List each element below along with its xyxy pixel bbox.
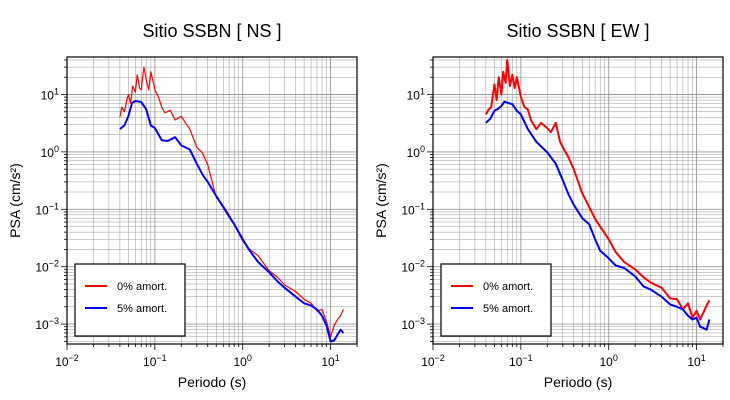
- y-tick-label: 100: [41, 144, 59, 160]
- x-tick-label-exponent: −2: [435, 353, 445, 363]
- x-tick-label-exponent: −2: [69, 353, 79, 363]
- x-tick-label-base: 10: [600, 355, 614, 369]
- series-line-damped: [485, 100, 711, 331]
- x-tick-label-exponent: 0: [613, 353, 618, 363]
- y-tick-label-exponent: 1: [420, 86, 425, 96]
- x-tick-label: 101: [687, 353, 705, 369]
- y-tick-label-base: 10: [35, 261, 49, 275]
- x-tick-label-base: 10: [421, 355, 435, 369]
- y-tick-label: 101: [407, 86, 425, 102]
- y-tick-label-exponent: 1: [54, 86, 59, 96]
- y-tick-label-base: 10: [401, 203, 415, 217]
- legend-entry-label: 5% amort.: [483, 303, 533, 315]
- x-tick-label-base: 10: [509, 355, 523, 369]
- y-tick-label: 101: [41, 86, 59, 102]
- y-tick-label-base: 10: [35, 318, 49, 332]
- x-tick-label: 10−1: [143, 353, 167, 369]
- y-axis-label: PSA (cm/s²): [373, 163, 389, 238]
- legend: 0% amort. 5% amort.: [440, 263, 552, 337]
- x-axis-label: Periodo (s): [178, 374, 246, 390]
- y-tick-label-exponent: 0: [420, 144, 425, 154]
- y-tick-label-base: 10: [401, 261, 415, 275]
- series-line-damped: [119, 100, 345, 343]
- x-tick-label-exponent: −1: [522, 353, 532, 363]
- y-tick-label: 100: [407, 144, 425, 160]
- y-tick-label: 10−1: [35, 201, 59, 217]
- y-tick-label-base: 10: [407, 146, 421, 160]
- axis-ticks: [61, 59, 358, 350]
- y-tick-label-base: 10: [401, 318, 415, 332]
- x-tick-label-base: 10: [321, 355, 335, 369]
- series-line-undamped: [119, 66, 344, 338]
- legend-entry-label: 0% amort.: [117, 281, 167, 293]
- x-tick-label: 10−2: [421, 353, 445, 369]
- legend-box: [440, 263, 552, 337]
- y-tick-label-exponent: −3: [415, 316, 425, 326]
- legend-entry-label: 5% amort.: [117, 303, 167, 315]
- plot-frame: [432, 56, 724, 345]
- legend-entry-label: 0% amort.: [483, 281, 533, 293]
- grid: [66, 57, 358, 344]
- y-tick-label: 10−1: [401, 201, 425, 217]
- x-tick-label: 101: [321, 353, 339, 369]
- x-tick-label: 100: [600, 353, 618, 369]
- x-tick-label-exponent: 0: [247, 353, 252, 363]
- y-tick-label-exponent: −1: [415, 201, 425, 211]
- x-tick-label-base: 10: [234, 355, 248, 369]
- y-tick-label: 10−2: [401, 259, 425, 275]
- x-tick-label: 10−2: [55, 353, 79, 369]
- x-tick-label-base: 10: [687, 355, 701, 369]
- legend-box: [74, 263, 186, 337]
- axis-ticks: [427, 59, 724, 350]
- y-tick-label: 10−3: [35, 316, 59, 332]
- y-tick-label-exponent: −2: [415, 259, 425, 269]
- x-axis-label: Periodo (s): [544, 374, 612, 390]
- x-tick-label-exponent: −1: [156, 353, 166, 363]
- x-tick-label-exponent: 1: [335, 353, 340, 363]
- x-tick-label-base: 10: [55, 355, 69, 369]
- series-line-undamped: [485, 58, 711, 321]
- y-tick-label-exponent: 0: [54, 144, 59, 154]
- y-tick-label-base: 10: [35, 203, 49, 217]
- y-tick-label-exponent: −1: [49, 201, 59, 211]
- series-group: [119, 66, 345, 343]
- x-tick-label-base: 10: [143, 355, 157, 369]
- x-tick-label-exponent: 1: [701, 353, 706, 363]
- y-tick-label: 10−3: [401, 316, 425, 332]
- y-tick-label-base: 10: [407, 88, 421, 102]
- chart-title: Sitio SSBN [ EW ]: [506, 21, 649, 41]
- chart-title: Sitio SSBN [ NS ]: [142, 21, 281, 41]
- y-tick-label-base: 10: [41, 88, 55, 102]
- x-tick-label: 10−1: [509, 353, 533, 369]
- legend: 0% amort. 5% amort.: [74, 263, 186, 337]
- y-axis-label: PSA (cm/s²): [7, 163, 23, 238]
- plot-frame: [66, 56, 358, 345]
- series-group: [485, 58, 711, 331]
- y-tick-label-base: 10: [41, 146, 55, 160]
- y-tick-label-exponent: −2: [49, 259, 59, 269]
- y-tick-label-exponent: −3: [49, 316, 59, 326]
- x-tick-label: 100: [234, 353, 252, 369]
- y-tick-label: 10−2: [35, 259, 59, 275]
